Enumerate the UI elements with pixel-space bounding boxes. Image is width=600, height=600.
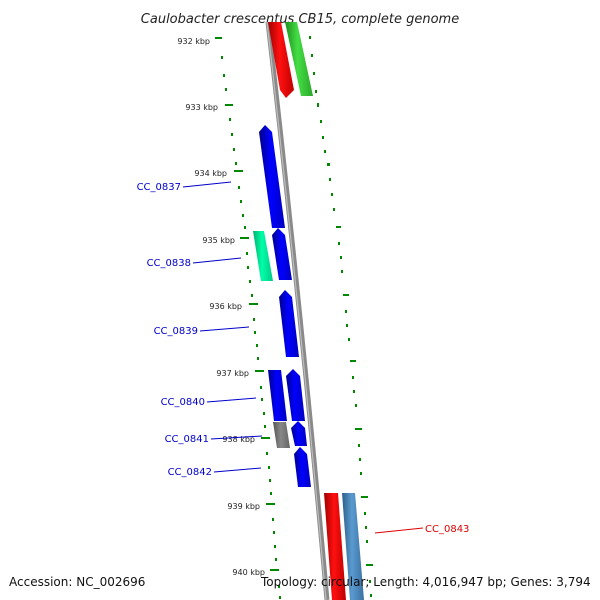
gene-labels: CC_0837 CC_0838 CC_0839 CC_0840 CC_0841 … — [137, 182, 470, 535]
tick-label: 934 kbp — [194, 169, 227, 178]
tick-ring-inner — [215, 37, 281, 599]
feature-cc-0841[interactable] — [291, 421, 307, 446]
feature-cc-0838[interactable] — [272, 228, 292, 280]
feature-cc-0840[interactable] — [286, 369, 305, 421]
gene-label-cc-0839[interactable]: CC_0839 — [154, 326, 198, 337]
tick-label: 935 kbp — [202, 236, 235, 245]
genome-backbone-highlight — [266, 21, 327, 600]
feature-cc-0843-red[interactable] — [324, 493, 346, 600]
tick-label: 936 kbp — [209, 302, 242, 311]
gene-label-cc-0837[interactable]: CC_0837 — [137, 182, 181, 193]
tick-label: 939 kbp — [227, 502, 260, 511]
feature-cc-0840-left[interactable] — [268, 370, 287, 421]
gene-label-cc-0841[interactable]: CC_0841 — [165, 434, 209, 445]
feature-cc-0842[interactable] — [294, 447, 311, 487]
feature-red-top[interactable] — [268, 22, 294, 98]
tick-label: 940 kbp — [232, 568, 265, 577]
feature-green-top[interactable] — [285, 22, 313, 96]
feature-cc-0841-gray[interactable] — [273, 422, 290, 448]
genome-backbone — [265, 21, 330, 600]
leader-lines — [182, 181, 424, 534]
map-title: Caulobacter crescentus CB15, complete ge… — [141, 12, 459, 27]
tick-label: 937 kbp — [216, 369, 249, 378]
gene-label-cc-0843[interactable]: CC_0843 — [425, 524, 469, 535]
accession-text: Accession: NC_002696 — [9, 575, 146, 589]
tick-label: 932 kbp — [177, 37, 210, 46]
tick-labels: 932 kbp 933 kbp 934 kbp 935 kbp 936 kbp … — [177, 37, 265, 577]
gene-label-cc-0842[interactable]: CC_0842 — [168, 467, 212, 478]
gene-label-cc-0838[interactable]: CC_0838 — [147, 258, 191, 269]
feature-cc-0837[interactable] — [259, 125, 285, 228]
features — [253, 22, 364, 600]
tick-label: 938 kbp — [222, 435, 255, 444]
tick-ring-outer — [309, 36, 373, 597]
feature-cc-0843[interactable] — [342, 493, 364, 600]
feature-cc-0838-teal[interactable] — [253, 231, 273, 281]
genome-summary-text: Topology: circular; Length: 4,016,947 bp… — [261, 575, 591, 589]
feature-cc-0839[interactable] — [279, 290, 299, 357]
gene-label-cc-0840[interactable]: CC_0840 — [161, 397, 205, 408]
tick-label: 933 kbp — [185, 103, 218, 112]
